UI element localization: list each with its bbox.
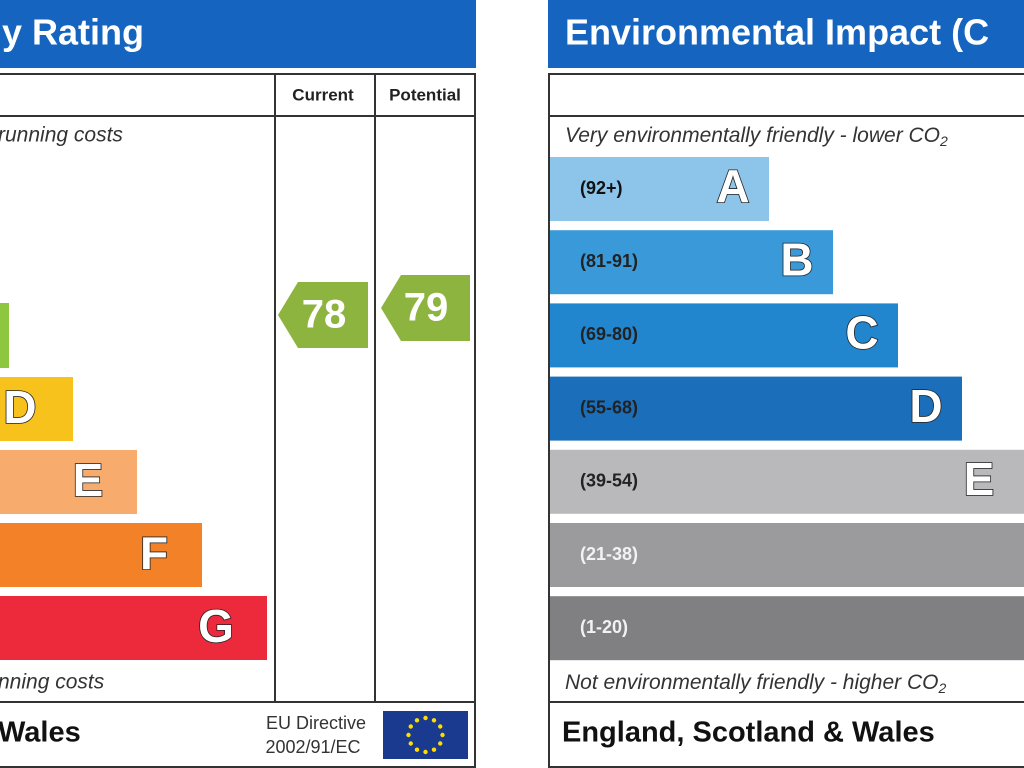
directive: EU Directive [266,713,366,733]
current-arrow [278,282,368,348]
column-header: Potential [389,85,461,104]
band-letter: C [845,307,878,359]
star [408,741,413,746]
band-range: (1-20) [580,617,628,637]
star [408,724,413,729]
band-letter: B [780,233,813,285]
band-letter: G [198,600,234,652]
title: y Rating [2,12,144,53]
band-letter: A [716,160,749,212]
star [423,749,428,755]
top-note: running costs [0,124,123,147]
header-bar [548,0,1024,68]
band-c [0,303,9,368]
table-frame [548,73,1024,768]
star [431,718,437,723]
bottom-note: nning costs [0,671,105,694]
star [438,724,443,729]
band-letter: F [140,527,168,579]
band [0,450,137,514]
band-range: (92+) [580,178,623,198]
star [440,732,445,738]
region: Wales [0,717,81,749]
band [550,303,898,368]
band-range: (81-91) [580,251,638,271]
band [550,523,1024,587]
star [431,747,437,752]
star [414,747,420,752]
star [423,715,428,721]
band-range: (21-38) [580,544,638,564]
bottom-note: Not environmentally friendly - higher CO… [565,671,947,696]
band-letter: E [964,453,995,505]
band [550,449,1024,514]
band [550,157,769,221]
band-range: (69-80) [580,324,638,344]
band [550,596,1024,661]
directive: 2002/91/EC [265,737,360,757]
band [0,377,73,441]
potential-rating: 79 [404,286,449,330]
band [0,596,267,660]
band [550,230,833,295]
star [438,741,443,746]
title: Environmental Impact (C [565,12,989,53]
band-letter: D [3,381,36,433]
band-letter: E [73,454,104,506]
star [406,732,411,738]
potential-arrow [381,275,470,341]
table-frame [0,73,476,768]
band-range: (55-68) [580,397,638,417]
region: England, Scotland & Wales [562,717,935,749]
header-bar [0,0,476,68]
band-letter: D [909,380,942,432]
eu-stars [406,715,445,755]
column-header: Current [292,85,354,104]
current-rating: 78 [302,293,347,337]
top-note: Very environmentally friendly - lower CO… [565,124,948,149]
band [550,376,962,441]
star [414,718,420,723]
band [0,523,202,587]
band-range: (39-54) [580,471,638,491]
